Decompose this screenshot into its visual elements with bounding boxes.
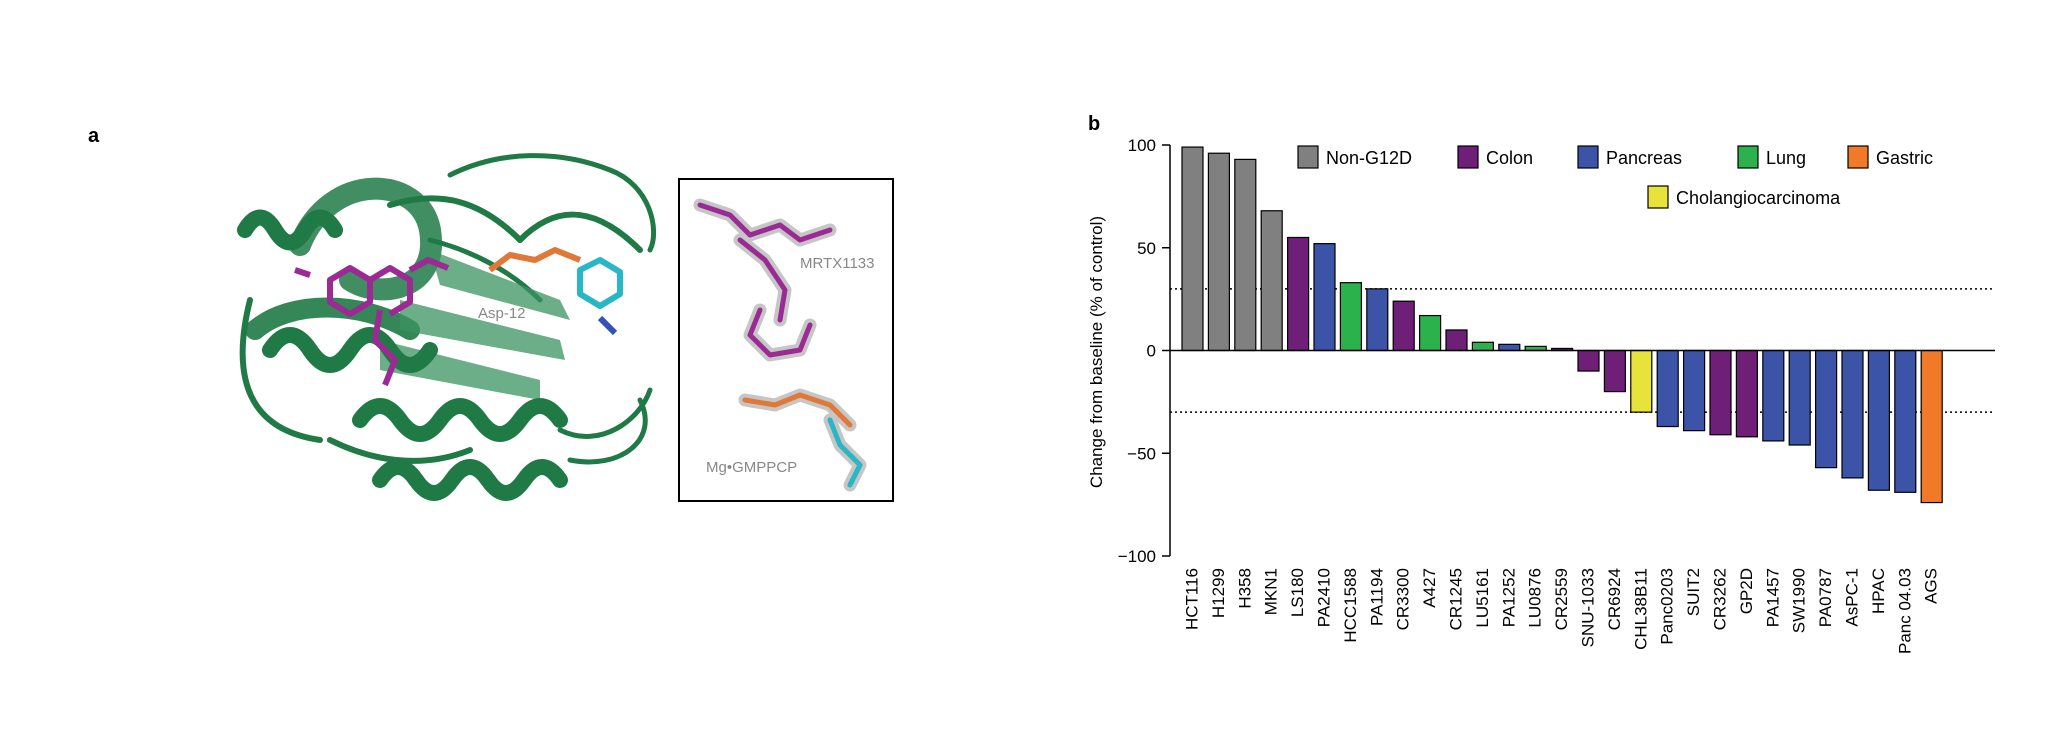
y-tick-label: −50	[1127, 444, 1156, 463]
y-tick-label: 100	[1128, 136, 1156, 155]
x-tick-label: H1299	[1209, 568, 1228, 618]
bars	[1181, 146, 1943, 504]
x-tick-label: CR3262	[1711, 568, 1730, 630]
x-axis-labels: HCT116 H1299 H358 MKN1 LS180 PA2410 HCC1588 PA1…	[1183, 568, 1941, 654]
x-tick-label: HCC1588	[1341, 568, 1360, 643]
bar-h358	[1234, 158, 1257, 352]
x-tick-label: SW1990	[1790, 568, 1809, 633]
bar-ags	[1920, 349, 1943, 504]
legend: Non-G12D Colon Pancreas Lung Gastric Cholangi…	[1297, 145, 1933, 209]
legend-label-gastric: Gastric	[1876, 148, 1933, 168]
x-tick-label: HCT116	[1183, 568, 1202, 630]
panel-a-letter: a	[88, 125, 100, 147]
x-tick-label: MKN1	[1262, 568, 1281, 615]
bar-ls180	[1286, 236, 1310, 352]
bar-suit2	[1682, 349, 1706, 432]
x-tick-label: H358	[1235, 568, 1254, 609]
y-axis-ticks: 100 50 0 −50 −100	[1118, 136, 1170, 566]
x-tick-label: Panc0203	[1658, 568, 1677, 645]
x-tick-label: SNU-1033	[1579, 568, 1598, 647]
bar-cr1245	[1445, 329, 1468, 352]
bar-chl38b11	[1630, 349, 1653, 413]
axes	[1169, 145, 1995, 556]
bar-pa1194	[1366, 288, 1389, 352]
panel-b-letter: b	[1088, 113, 1100, 135]
legend-label-non-g12d: Non-G12D	[1326, 148, 1412, 168]
residue-label: Asp-12	[478, 305, 526, 322]
y-tick-label: 50	[1137, 239, 1156, 258]
x-tick-label: PA1194	[1367, 568, 1386, 626]
x-tick-label: PA1457	[1763, 568, 1782, 627]
bar-pa1457	[1762, 349, 1785, 442]
x-tick-label: AsPC-1	[1843, 568, 1862, 627]
ligand-label: MRTX1133	[800, 255, 874, 272]
x-tick-label: PA0787	[1816, 568, 1835, 627]
x-tick-label: CR3300	[1394, 568, 1413, 630]
bar-pa2410	[1313, 243, 1336, 352]
x-tick-label: CHL38B11	[1631, 568, 1650, 650]
bar-pa0787	[1814, 349, 1838, 469]
x-tick-label: HPAC	[1869, 568, 1888, 614]
x-tick-label: A427	[1420, 568, 1439, 608]
protein-structure-illustration: Asp-12	[237, 153, 657, 501]
bar-snu-1033	[1577, 349, 1600, 372]
legend-swatch-colon	[1457, 145, 1479, 169]
x-tick-label: LS180	[1288, 568, 1307, 617]
y-tick-label: 0	[1147, 342, 1156, 361]
bar-aspc-1	[1841, 349, 1864, 479]
legend-label-colon: Colon	[1486, 148, 1533, 168]
bar-hpac	[1867, 349, 1891, 491]
x-tick-label: LU0876	[1526, 568, 1545, 628]
x-tick-label: LU5161	[1473, 568, 1492, 628]
legend-swatch-gastric	[1847, 145, 1869, 169]
legend-swatch-cholangiocarcinoma	[1647, 185, 1669, 209]
legend-label-lung: Lung	[1766, 148, 1806, 168]
bar-cr6924	[1603, 349, 1627, 393]
x-tick-label: CR2559	[1552, 568, 1571, 630]
bar-chart: 100 50 0 −50 −100 HCT116 H1299 H358 MKN1 LS180 PA…	[1087, 136, 1995, 654]
bar-panc-04-03	[1894, 349, 1917, 493]
x-tick-label: GP2D	[1737, 568, 1756, 614]
legend-swatch-non-g12d	[1297, 145, 1319, 169]
legend-label-pancreas: Pancreas	[1606, 148, 1682, 168]
y-axis-label: Change from baseline (% of control)	[1087, 216, 1106, 488]
bar-cr3262	[1709, 349, 1732, 436]
x-tick-label: SUIT2	[1684, 568, 1703, 616]
bar-lu5161	[1471, 341, 1495, 352]
bar-cr3300	[1392, 300, 1415, 352]
x-tick-label: AGS	[1922, 568, 1941, 604]
bar-mkn1	[1260, 210, 1283, 352]
cofactor-label: Mg•GMPPCP	[706, 459, 797, 476]
x-tick-label: Panc 04.03	[1895, 568, 1914, 654]
bar-panc0203	[1656, 349, 1679, 428]
bar-hct116	[1181, 146, 1204, 352]
bar-pa1252	[1498, 343, 1521, 352]
x-tick-label: PA1252	[1499, 568, 1518, 627]
bar-h1299	[1207, 152, 1231, 352]
bar-a427	[1418, 314, 1442, 352]
legend-label-cholangiocarcinoma: Cholangiocarcinoma	[1676, 188, 1841, 208]
legend-swatch-pancreas	[1577, 145, 1599, 169]
x-tick-label: CR1245	[1447, 568, 1466, 630]
legend-swatch-lung	[1737, 145, 1759, 169]
x-tick-label: CR6924	[1605, 568, 1624, 630]
y-tick-label: −100	[1118, 547, 1156, 566]
bar-sw1990	[1788, 349, 1811, 446]
bar-hcc1588	[1339, 282, 1363, 352]
x-tick-label: PA2410	[1315, 568, 1334, 627]
electron-density-inset: MRTX1133 Mg•GMPPCP	[678, 178, 894, 502]
bar-gp2d	[1735, 349, 1759, 438]
